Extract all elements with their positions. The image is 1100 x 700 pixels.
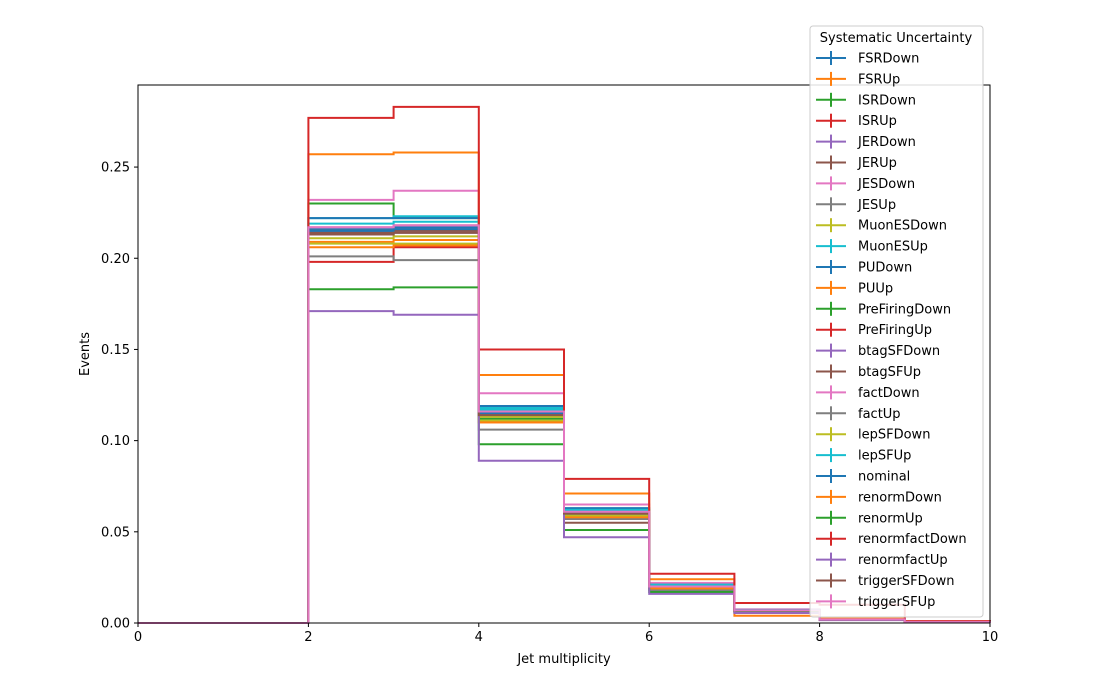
legend-item: FSRDown	[816, 51, 919, 67]
legend: Systematic Uncertainty FSRDown FSRUp ISRDo…	[809, 25, 984, 618]
x-axis-ticks: 0 2 4 6 8 10	[134, 623, 998, 645]
x-tick-label: 0	[134, 630, 142, 645]
y-tick-label: 0.00	[101, 617, 130, 632]
legend-item: renormDown	[816, 489, 942, 505]
legend-item: FSRUp	[816, 71, 900, 87]
legend-item: renormfactUp	[816, 552, 948, 568]
legend-label: FSRUp	[858, 72, 900, 87]
y-axis-ticks: 0.00 0.05 0.10 0.15 0.20 0.25	[101, 161, 138, 632]
plot-frame	[137, 84, 991, 624]
legend-item: JESDown	[816, 176, 915, 192]
legend-label: btagSFDown	[858, 344, 940, 359]
legend-item: lepSFUp	[816, 448, 911, 464]
legend-item: nominal	[816, 469, 910, 485]
legend-item: PUUp	[816, 280, 893, 296]
legend-item: renormUp	[816, 510, 923, 526]
legend-label: JESUp	[857, 198, 896, 213]
x-tick-label: 4	[475, 630, 483, 645]
legend-item: MuonESDown	[816, 218, 947, 234]
legend-label: MuonESUp	[858, 240, 928, 255]
legend-label: PUDown	[858, 261, 912, 276]
x-tick-label: 6	[645, 630, 653, 645]
y-tick-label: 0.20	[101, 252, 130, 267]
legend-label: triggerSFDown	[858, 574, 954, 589]
legend-items: FSRDown FSRUp ISRDown ISRUp JERDown JERUp JESD…	[816, 51, 967, 610]
legend-label: ISRUp	[858, 114, 897, 129]
legend-item: renormfactDown	[816, 531, 967, 547]
y-tick-label: 0.05	[101, 525, 130, 540]
x-tick-label: 8	[815, 630, 823, 645]
legend-item: lepSFDown	[816, 427, 930, 443]
legend-label: btagSFUp	[858, 365, 921, 380]
legend-item: JERUp	[816, 155, 897, 171]
legend-item: PUDown	[816, 260, 912, 276]
legend-label: PreFiringUp	[858, 323, 932, 338]
legend-title: Systematic Uncertainty	[820, 31, 973, 46]
legend-box	[809, 25, 984, 618]
y-axis-label: Events	[78, 332, 93, 376]
y-tick-label: 0.25	[101, 161, 130, 176]
y-tick-label: 0.15	[101, 343, 130, 358]
legend-label: JESDown	[857, 177, 915, 192]
legend-label: renormDown	[858, 490, 942, 505]
legend-label: JERDown	[857, 135, 916, 150]
legend-item: btagSFUp	[816, 364, 921, 380]
legend-item: JESUp	[816, 197, 896, 213]
legend-label: nominal	[858, 470, 910, 485]
legend-label: factUp	[858, 407, 901, 422]
legend-item: factUp	[816, 406, 901, 422]
legend-item: btagSFDown	[816, 343, 940, 359]
legend-label: renormfactDown	[858, 532, 967, 547]
legend-item: ISRUp	[816, 113, 897, 129]
legend-item: triggerSFDown	[816, 573, 954, 589]
legend-label: JERUp	[857, 156, 897, 171]
legend-item: PreFiringDown	[816, 301, 951, 317]
x-axis-label: Jet multiplicity	[516, 652, 611, 667]
legend-label: ISRDown	[858, 93, 916, 108]
legend-label: factDown	[858, 386, 920, 401]
legend-item: JERDown	[816, 134, 916, 150]
legend-label: PUUp	[858, 281, 893, 296]
legend-item: triggerSFUp	[816, 594, 935, 610]
legend-label: FSRDown	[858, 52, 919, 67]
legend-label: lepSFDown	[858, 428, 930, 443]
y-tick-label: 0.10	[101, 434, 130, 449]
legend-item: MuonESUp	[816, 239, 928, 255]
legend-item: PreFiringUp	[816, 322, 932, 338]
legend-label: PreFiringDown	[858, 302, 951, 317]
legend-item: ISRDown	[816, 92, 916, 108]
legend-item: factDown	[816, 385, 920, 401]
x-tick-label: 10	[982, 630, 999, 645]
legend-label: renormUp	[858, 511, 923, 526]
legend-label: renormfactUp	[858, 553, 948, 568]
series-line-triggerSFUp	[138, 224, 991, 624]
legend-label: triggerSFUp	[858, 595, 935, 610]
x-tick-label: 2	[304, 630, 312, 645]
legend-label: MuonESDown	[858, 219, 947, 234]
legend-label: lepSFUp	[858, 449, 911, 464]
histogram-lines	[138, 105, 991, 624]
